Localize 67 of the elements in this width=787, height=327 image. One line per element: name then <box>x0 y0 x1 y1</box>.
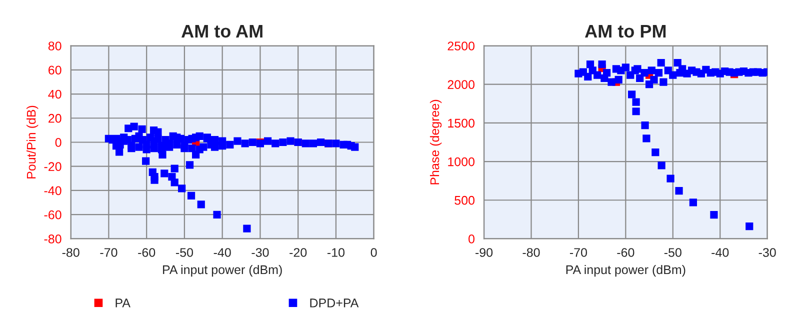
x-tick-label: 0 <box>370 248 377 257</box>
point <box>689 198 697 206</box>
y-tick-label: -60 <box>44 210 62 220</box>
x-tick-label: -30 <box>252 248 269 257</box>
y-axis-title: Phase (degree) <box>430 100 442 184</box>
point <box>642 134 650 142</box>
y-tick-label: 0 <box>55 138 62 147</box>
x-tick-label: -80 <box>522 248 540 257</box>
point <box>669 71 677 79</box>
point <box>641 121 649 130</box>
x-axis-title: PA input power (dBm) <box>163 264 282 277</box>
x-axis-title: PA input power (dBm) <box>566 264 686 277</box>
point <box>660 78 668 86</box>
point <box>675 187 683 195</box>
x-tick-label: -40 <box>214 248 231 257</box>
x-tick-label: -80 <box>62 248 80 257</box>
x-tick-label: -70 <box>570 248 587 257</box>
point <box>584 72 592 80</box>
point <box>598 60 606 68</box>
y-tick-label: 2000 <box>448 80 474 90</box>
chart-title: AM to PM <box>584 25 666 38</box>
point <box>648 66 656 74</box>
point <box>650 76 658 84</box>
point <box>594 71 602 79</box>
point <box>632 108 640 116</box>
point <box>634 65 642 73</box>
point <box>652 148 660 156</box>
x-tick-label: -60 <box>617 248 634 257</box>
x-tick-label: -90 <box>476 248 493 257</box>
y-tick-label: 0 <box>468 234 474 244</box>
x-tick-label: -60 <box>138 248 156 257</box>
y-axis-title: Pout/Pin (dB) <box>26 106 38 178</box>
y-tick-label: 500 <box>454 196 474 205</box>
x-tick-label: -10 <box>327 248 344 257</box>
y-tick-label: 20 <box>48 114 62 123</box>
y-tick-label: -80 <box>44 234 62 244</box>
point <box>666 174 674 182</box>
y-tick-label: 1500 <box>448 118 474 128</box>
point <box>632 98 640 106</box>
x-tick-label: -50 <box>664 248 682 257</box>
x-tick-label: -40 <box>712 248 729 257</box>
y-tick-label: 1000 <box>448 157 474 166</box>
y-tick-label: 2500 <box>448 42 474 50</box>
legend-label: DPD+PA <box>310 298 359 308</box>
legend-label: PA <box>116 298 130 308</box>
x-tick-label: -70 <box>100 248 118 257</box>
y-tick-label: 80 <box>48 42 62 50</box>
point <box>628 90 636 98</box>
point <box>674 58 682 67</box>
y-tick-label: 40 <box>48 90 62 99</box>
point <box>614 76 622 84</box>
point <box>658 162 666 170</box>
point <box>608 78 616 86</box>
point <box>657 58 665 67</box>
y-tick-label: 60 <box>48 66 62 75</box>
x-tick-label: -50 <box>176 248 193 257</box>
chart-title: AM to AM <box>182 25 262 38</box>
y-tick-label: -20 <box>44 162 62 172</box>
point <box>602 68 611 77</box>
x-tick-label: -20 <box>290 248 307 257</box>
y-tick-label: -40 <box>44 186 62 196</box>
point <box>710 210 718 219</box>
point <box>640 68 648 77</box>
x-tick-label: -30 <box>758 248 776 257</box>
point <box>654 68 663 77</box>
point <box>746 222 754 230</box>
point <box>622 64 630 72</box>
